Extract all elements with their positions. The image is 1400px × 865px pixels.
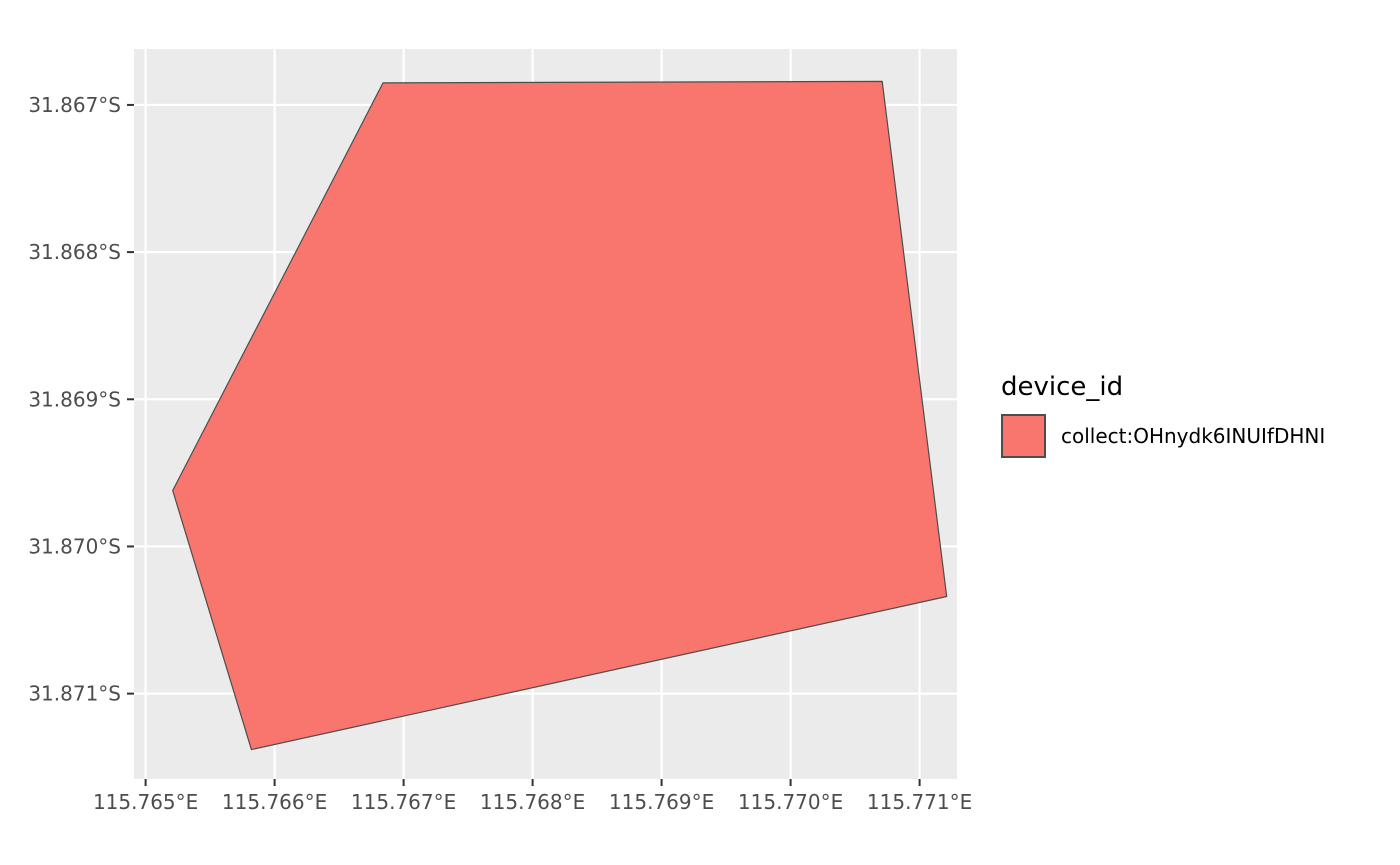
x-tick-label-4: 115.769°E (609, 790, 714, 814)
y-tick-label-0: 31.867°S (28, 93, 121, 117)
legend-key-swatch (1001, 414, 1046, 458)
x-axis: 115.765°E 115.766°E 115.767°E 115.768°E 115.… (93, 779, 972, 814)
polygon-layer (172, 80, 948, 751)
legend-entry-label: collect:OHnydk6INUIfDHNI (1061, 424, 1325, 448)
y-axis: 31.867°S 31.868°S 31.869°S 31.870°S 31.871°S (28, 93, 134, 706)
legend-title: device_id (1001, 372, 1123, 402)
y-tick-label-2: 31.869°S (28, 387, 121, 411)
y-tick-label-4: 31.871°S (28, 682, 121, 706)
legend: device_id collect:OHnydk6INUIfDHNI (1001, 372, 1325, 458)
x-tick-label-6: 115.771°E (867, 790, 972, 814)
y-tick-label-3: 31.870°S (28, 534, 121, 558)
x-tick-label-2: 115.767°E (351, 790, 456, 814)
x-tick-label-1: 115.766°E (222, 790, 327, 814)
polygon-0 (172, 80, 948, 751)
y-tick-label-1: 31.868°S (28, 240, 121, 264)
x-tick-label-0: 115.765°E (93, 790, 198, 814)
x-tick-label-5: 115.770°E (738, 790, 843, 814)
x-tick-label-3: 115.768°E (480, 790, 585, 814)
